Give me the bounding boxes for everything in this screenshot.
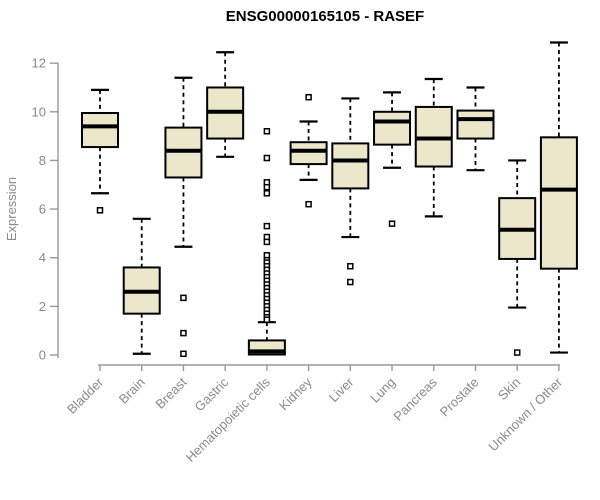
y-axis: 0 2 4 6 8 10 12 — [32, 56, 59, 363]
chart-title: ENSG00000165105 - RASEF — [226, 8, 424, 25]
outlier-point — [305, 200, 312, 208]
outlier-point — [513, 349, 521, 356]
outlier-point — [180, 294, 187, 302]
x-tick-label-brain: Brain — [116, 375, 148, 407]
outlier-point — [347, 278, 354, 286]
iqr-box — [373, 110, 412, 146]
outlier-point — [305, 93, 312, 101]
outlier-point — [347, 262, 354, 270]
outlier-point — [263, 222, 271, 230]
x-tick-label-prostate: Prostate — [437, 375, 482, 420]
x-tick-label-liver: Liver — [326, 374, 357, 405]
boxplot-pancreas — [414, 77, 453, 218]
iqr-box — [456, 109, 495, 140]
y-tick-label-8: 8 — [39, 153, 46, 168]
x-tick-label-bladder: Bladder — [64, 374, 107, 417]
outlier-point — [388, 220, 396, 227]
outlier-point — [263, 183, 271, 191]
boxplot-brain — [122, 217, 161, 355]
x-tick-label-unknown-other: Unknown / Other — [485, 374, 565, 454]
x-tick-label-breast: Breast — [152, 374, 189, 411]
boxplot-hematopoietic-cells — [247, 128, 286, 356]
boxplot-kidney — [289, 93, 328, 208]
outlier-point — [263, 316, 271, 323]
y-tick-label-10: 10 — [32, 104, 46, 119]
x-tick-label-kidney: Kidney — [276, 374, 315, 413]
boxplot-prostate — [456, 86, 495, 172]
outlier-point — [180, 329, 187, 337]
boxplot-liver — [331, 97, 370, 286]
outlier-point — [96, 207, 104, 214]
y-tick-label-4: 4 — [39, 250, 46, 265]
iqr-box — [289, 141, 328, 166]
x-tick-label-skin: Skin — [495, 375, 523, 403]
outlier-point — [263, 190, 271, 197]
y-axis-title: Expression — [4, 177, 19, 241]
outlier-point — [263, 238, 271, 246]
y-tick-label-0: 0 — [39, 348, 46, 363]
iqr-box — [331, 142, 370, 190]
boxplot-breast — [164, 76, 203, 358]
outlier-point — [263, 154, 271, 162]
boxplot-gastric — [206, 51, 245, 158]
boxplot-skin — [498, 159, 537, 356]
x-tick-label-pancreas: Pancreas — [390, 374, 440, 424]
x-tick-label-gastric: Gastric — [192, 374, 232, 414]
boxplot-unknown-other — [539, 41, 578, 354]
y-tick-label-2: 2 — [39, 299, 46, 314]
boxplot-lung — [373, 91, 412, 227]
y-tick-label-12: 12 — [32, 56, 46, 71]
boxplot-bladder — [81, 88, 119, 214]
outlier-point — [263, 128, 271, 135]
iqr-box — [81, 112, 119, 149]
outlier-point — [180, 350, 187, 358]
box-plot-series — [81, 41, 578, 358]
iqr-box — [539, 136, 578, 270]
x-tick-label-lung: Lung — [367, 375, 398, 406]
y-tick-label-6: 6 — [39, 202, 46, 217]
